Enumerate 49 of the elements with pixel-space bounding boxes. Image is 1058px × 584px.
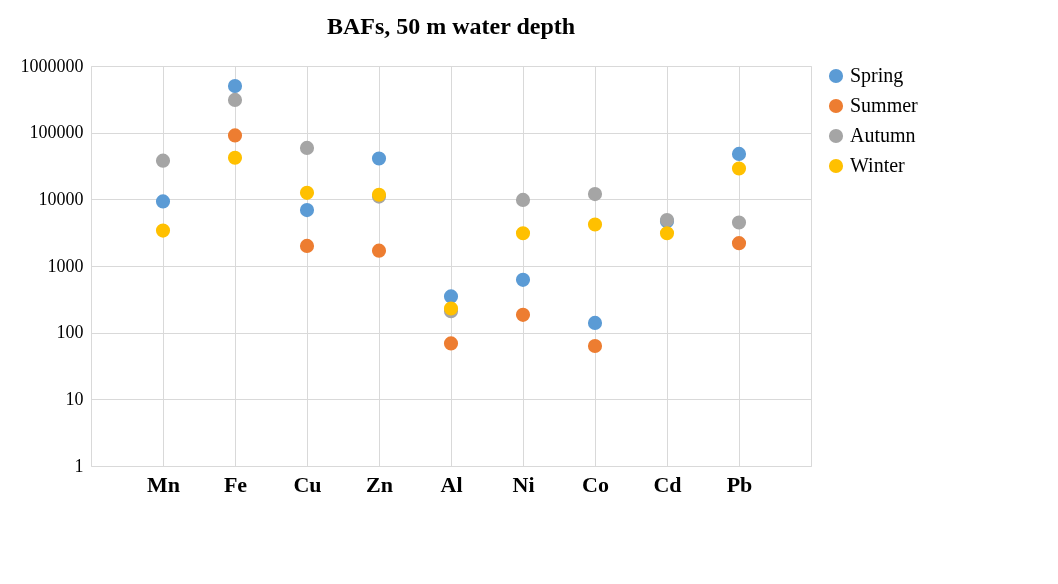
x-tick-label: Cd [653,471,682,497]
x-tick-label: Cu [293,471,322,497]
point [515,307,531,322]
y-tick-label: 10000 [38,188,84,209]
y-tick-label: 1 [74,455,84,476]
y-tick-label: 1000 [47,255,84,276]
point [443,336,459,351]
x-tick-label: Co [582,471,609,497]
x-tick-label: Pb [726,471,753,497]
x-tick-label: Mn [147,471,180,497]
point [587,187,603,202]
point [659,226,675,241]
point [371,243,387,258]
legend-label: Winter [850,154,906,176]
point [371,151,387,166]
point [227,150,243,165]
point [515,272,531,287]
point [515,226,531,241]
point [587,315,603,330]
point [155,153,171,168]
x-tick-label: Ni [512,471,535,497]
point [299,140,315,155]
legend-label: Autumn [850,124,916,146]
legend-label: Summer [850,94,919,116]
point [299,203,315,218]
point [587,338,603,354]
y-tick-label: 1000000 [20,55,84,76]
x-tick-label: Fe [223,471,248,497]
point [227,79,243,94]
point [587,217,603,232]
y-tick-label: 100 [56,322,84,343]
point [731,236,747,251]
x-tick-label: Al [440,471,463,497]
point [731,215,747,230]
point [731,146,747,161]
point [299,238,315,253]
x-tick-label: Zn [366,471,393,497]
y-tick-label: 10 [65,388,84,409]
point [443,289,459,304]
chart-title: BAFs, 50 m water depth [326,13,576,39]
legend-label: Spring [850,64,904,87]
point [227,128,243,143]
y-tick-label: 100000 [29,122,84,143]
point [299,185,315,200]
point [731,161,747,176]
point [227,92,243,107]
point [515,192,531,207]
point [155,194,171,209]
point [155,223,171,238]
